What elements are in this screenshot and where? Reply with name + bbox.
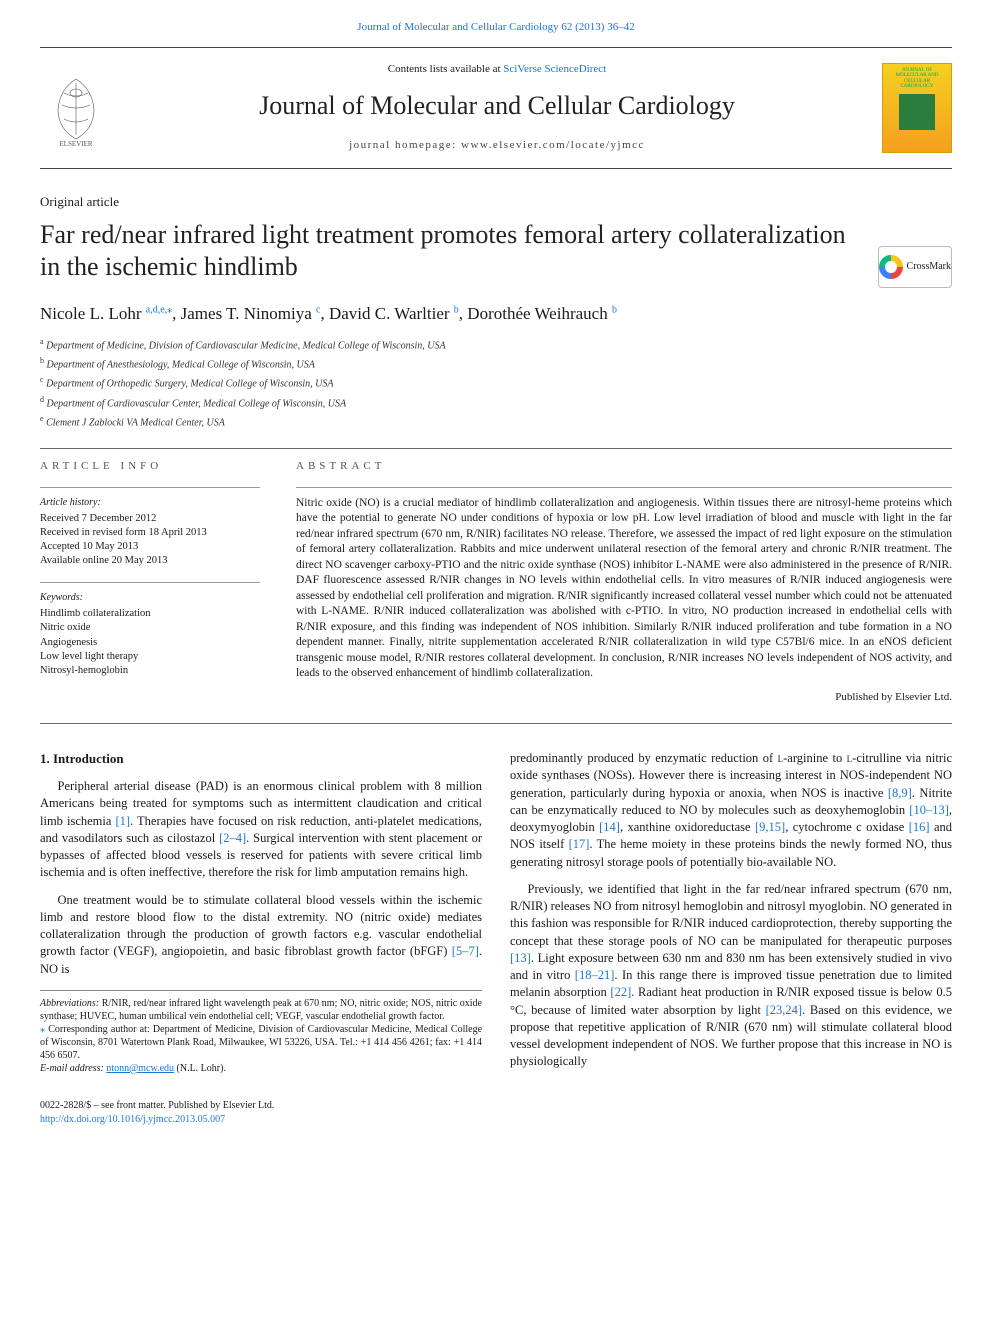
author: David C. Warltier b bbox=[329, 304, 459, 323]
history-item: Available online 20 May 2013 bbox=[40, 554, 260, 568]
paragraph: One treatment would be to stimulate coll… bbox=[40, 892, 482, 978]
body-col-left: 1. Introduction Peripheral arterial dise… bbox=[40, 750, 482, 1081]
author: Nicole L. Lohr a,d,e,⁎ bbox=[40, 304, 172, 323]
top-link-anchor[interactable]: Journal of Molecular and Cellular Cardio… bbox=[357, 21, 634, 33]
email-link[interactable]: ntonn@mcw.edu bbox=[106, 1063, 174, 1074]
citation-link[interactable]: [16] bbox=[909, 820, 930, 834]
issn-line: 0022-2828/$ – see front matter. Publishe… bbox=[40, 1099, 952, 1113]
citation-link[interactable]: [23,24] bbox=[766, 1003, 802, 1017]
contents-line: Contents lists available at SciVerse Sci… bbox=[112, 62, 882, 77]
journal-banner: ELSEVIER Contents lists available at Sci… bbox=[40, 47, 952, 168]
elsevier-logo-icon: ELSEVIER bbox=[40, 69, 112, 147]
crossmark-icon bbox=[879, 255, 903, 279]
svg-text:ELSEVIER: ELSEVIER bbox=[59, 140, 92, 147]
published-by: Published by Elsevier Ltd. bbox=[296, 690, 952, 705]
journal-cover-icon: JOURNAL OFMOLECULAR ANDCELLULAR CARDIOLO… bbox=[882, 63, 952, 153]
keyword: Angiogenesis bbox=[40, 636, 260, 650]
keyword: Hindlimb collateralization bbox=[40, 607, 260, 621]
citation-link[interactable]: [13] bbox=[510, 951, 531, 965]
article-title: Far red/near infrared light treatment pr… bbox=[40, 219, 860, 284]
divider bbox=[40, 582, 260, 583]
article-type: Original article bbox=[40, 193, 952, 211]
citation-link[interactable]: [2–4] bbox=[219, 831, 246, 845]
history-head: Article history: bbox=[40, 496, 260, 510]
sciencedirect-link[interactable]: SciVerse ScienceDirect bbox=[503, 63, 606, 75]
keyword: Nitric oxide bbox=[40, 621, 260, 635]
journal-name: Journal of Molecular and Cellular Cardio… bbox=[112, 88, 882, 124]
history-item: Received 7 December 2012 bbox=[40, 512, 260, 526]
citation-link[interactable]: [10–13] bbox=[909, 803, 949, 817]
keywords-head: Keywords: bbox=[40, 591, 260, 605]
citation-link[interactable]: [8,9] bbox=[888, 786, 912, 800]
history-item: Accepted 10 May 2013 bbox=[40, 540, 260, 554]
crossmark-label: CrossMark bbox=[907, 260, 951, 274]
keyword: Low level light therapy bbox=[40, 650, 260, 664]
abbrev-footnote: Abbreviations: R/NIR, red/near infrared … bbox=[40, 997, 482, 1023]
paragraph: predominantly produced by enzymatic redu… bbox=[510, 750, 952, 871]
body-columns: 1. Introduction Peripheral arterial dise… bbox=[40, 750, 952, 1081]
journal-homepage: journal homepage: www.elsevier.com/locat… bbox=[112, 138, 882, 153]
divider bbox=[40, 487, 260, 488]
citation-link[interactable]: [17] bbox=[569, 837, 590, 851]
citation-link[interactable]: [1] bbox=[115, 814, 130, 828]
paragraph: Peripheral arterial disease (PAD) is an … bbox=[40, 778, 482, 882]
paragraph: Previously, we identified that light in … bbox=[510, 881, 952, 1071]
history-item: Received in revised form 18 April 2013 bbox=[40, 526, 260, 540]
affiliations: a Department of Medicine, Division of Ca… bbox=[40, 336, 952, 431]
info-abstract-row: ARTICLE INFO Article history: Received 7… bbox=[40, 459, 952, 705]
author: James T. Ninomiya c bbox=[181, 304, 321, 323]
abstract-text: Nitric oxide (NO) is a crucial mediator … bbox=[296, 496, 952, 682]
abstract-head: ABSTRACT bbox=[296, 459, 952, 474]
keyword: Nitrosyl-hemoglobin bbox=[40, 664, 260, 678]
divider bbox=[40, 448, 952, 449]
doi-link[interactable]: http://dx.doi.org/10.1016/j.yjmcc.2013.0… bbox=[40, 1114, 225, 1125]
banner-center: Contents lists available at SciVerse Sci… bbox=[112, 62, 882, 153]
citation-link[interactable]: [9,15] bbox=[755, 820, 785, 834]
author: Dorothée Weihrauch b bbox=[467, 304, 617, 323]
bottom-matter: 0022-2828/$ – see front matter. Publishe… bbox=[40, 1099, 952, 1127]
abstract-col: ABSTRACT Nitric oxide (NO) is a crucial … bbox=[296, 459, 952, 705]
article-info-col: ARTICLE INFO Article history: Received 7… bbox=[40, 459, 260, 705]
article-info-head: ARTICLE INFO bbox=[40, 459, 260, 474]
email-footnote: E-mail address: ntonn@mcw.edu (N.L. Lohr… bbox=[40, 1062, 482, 1075]
body-col-right: predominantly produced by enzymatic redu… bbox=[510, 750, 952, 1081]
section-heading: 1. Introduction bbox=[40, 750, 482, 768]
citation-link[interactable]: [18–21] bbox=[575, 968, 615, 982]
crossmark-badge[interactable]: CrossMark bbox=[878, 246, 952, 288]
top-journal-link: Journal of Molecular and Cellular Cardio… bbox=[40, 20, 952, 35]
footnotes: Abbreviations: R/NIR, red/near infrared … bbox=[40, 990, 482, 1075]
corresponding-footnote: ⁎ Corresponding author at: Department of… bbox=[40, 1023, 482, 1062]
citation-link[interactable]: [14] bbox=[599, 820, 620, 834]
divider bbox=[40, 723, 952, 724]
divider bbox=[296, 487, 952, 488]
citation-link[interactable]: [5–7] bbox=[452, 944, 479, 958]
citation-link[interactable]: [22] bbox=[610, 985, 631, 999]
authors-line: Nicole L. Lohr a,d,e,⁎, James T. Ninomiy… bbox=[40, 302, 952, 326]
